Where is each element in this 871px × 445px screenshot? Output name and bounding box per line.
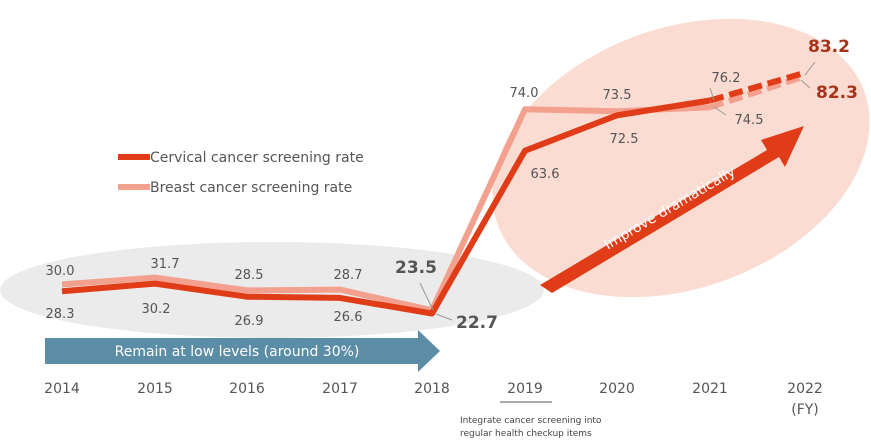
x-axis-labels: 2014 2015 2016 2017 2018 2019 2020 2021 … bbox=[44, 381, 823, 418]
leader-2022-cervical bbox=[804, 61, 816, 76]
note-line-1: Integrate cancer screening into bbox=[460, 416, 602, 426]
x-tick-2020: 2020 bbox=[599, 381, 635, 397]
x-tick-2017: 2017 bbox=[322, 381, 358, 397]
x-tick-2022: 2022 bbox=[787, 381, 823, 397]
breast-series-line bbox=[61, 104, 711, 314]
legend-label-cervical: Cervical cancer screening rate bbox=[150, 150, 364, 166]
breast-label-2016: 28.5 bbox=[235, 268, 264, 283]
note-line-2: regular health checkup items bbox=[460, 429, 592, 439]
cervical-label-2021: 76.2 bbox=[712, 71, 741, 86]
breast-label-2018: 23.5 bbox=[395, 258, 437, 278]
cervical-label-2016: 26.9 bbox=[235, 314, 264, 329]
low-levels-arrow bbox=[45, 330, 440, 372]
cervical-data-labels: 28.3 30.2 26.9 26.6 22.7 63.6 72.5 76.2 … bbox=[46, 37, 850, 333]
x-tick-2019: 2019 bbox=[507, 381, 543, 397]
cervical-label-2014: 28.3 bbox=[46, 307, 75, 322]
leader-2021-breast bbox=[713, 106, 727, 116]
cervical-label-2019: 63.6 bbox=[531, 167, 560, 182]
breast-label-2014: 30.0 bbox=[46, 264, 75, 279]
x-tick-2015: 2015 bbox=[137, 381, 173, 397]
improve-arrow bbox=[540, 126, 804, 293]
cervical-label-2017: 26.6 bbox=[334, 310, 363, 325]
cervical-label-2015: 30.2 bbox=[142, 302, 171, 317]
legend: Cervical cancer screening rate Breast ca… bbox=[118, 150, 364, 196]
cervical-series-line bbox=[61, 97, 711, 317]
cervical-series-projection bbox=[709, 69, 806, 104]
x-tick-2021: 2021 bbox=[692, 381, 728, 397]
x-axis-unit: (FY) bbox=[791, 402, 819, 418]
cervical-label-2020: 72.5 bbox=[610, 132, 639, 147]
breast-label-2015: 31.7 bbox=[151, 257, 180, 272]
breast-label-2020: 73.5 bbox=[603, 88, 632, 103]
leader-lines bbox=[419, 61, 816, 321]
legend-label-breast: Breast cancer screening rate bbox=[150, 180, 352, 196]
x-tick-2016: 2016 bbox=[229, 381, 265, 397]
cervical-label-2018: 22.7 bbox=[456, 313, 498, 333]
breast-label-2022: 82.3 bbox=[816, 83, 858, 103]
leader-2021-cervical bbox=[709, 87, 715, 101]
low-levels-arrow-text: Remain at low levels (around 30%) bbox=[115, 344, 360, 360]
cervical-label-2022: 83.2 bbox=[808, 37, 850, 57]
breast-label-2017: 28.7 bbox=[334, 268, 363, 283]
leader-2018-breast bbox=[419, 282, 434, 311]
breast-label-2021: 74.5 bbox=[735, 113, 764, 128]
x-tick-2014: 2014 bbox=[44, 381, 80, 397]
x-tick-2018: 2018 bbox=[414, 381, 450, 397]
breast-label-2019: 74.0 bbox=[510, 86, 539, 101]
leader-2018-cervical bbox=[435, 313, 453, 321]
breast-data-labels: 30.0 31.7 28.5 28.7 23.5 74.0 73.5 74.5 … bbox=[46, 83, 858, 283]
breast-series-projection bbox=[709, 73, 806, 111]
leader-2022-breast bbox=[800, 79, 811, 89]
